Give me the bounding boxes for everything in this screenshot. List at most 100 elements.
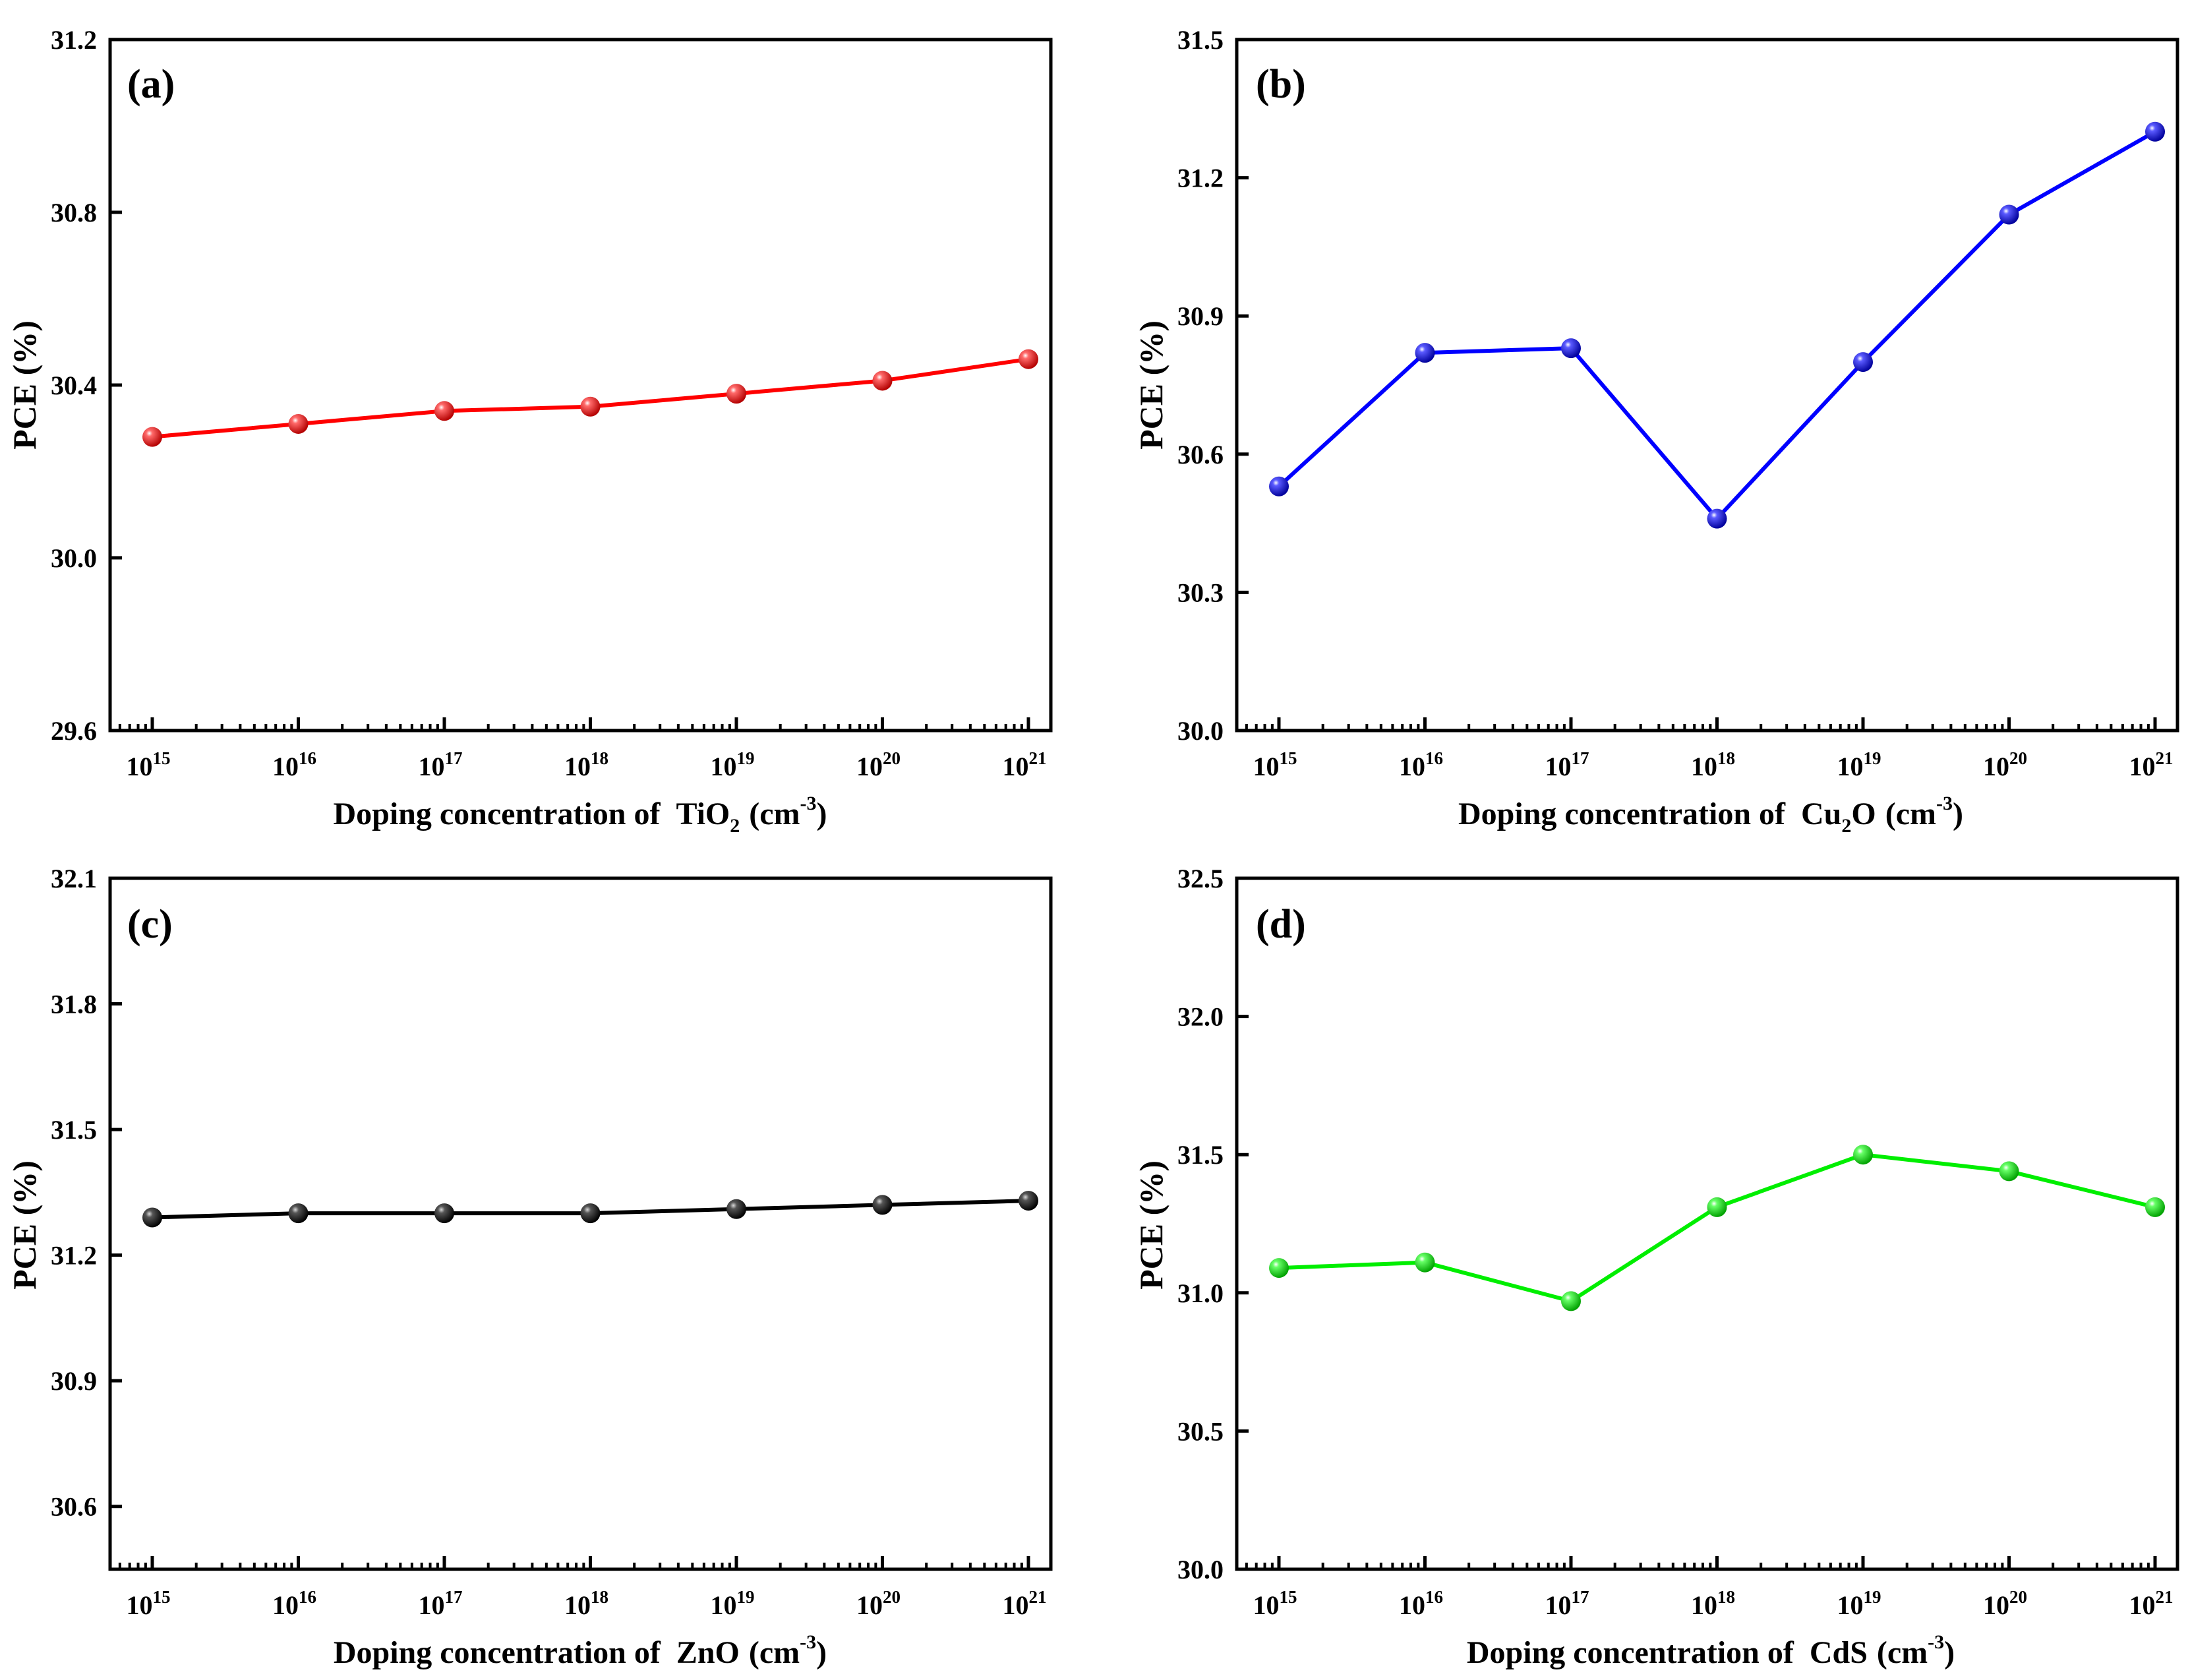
data-point	[1415, 1252, 1435, 1273]
y-tick-label: 30.3	[1177, 578, 1224, 607]
y-ticks: 30.6 30.9 31.2 31.5 31.8 32.1	[51, 864, 122, 1522]
data-point	[580, 1203, 601, 1224]
data-point	[434, 401, 454, 421]
data-point	[434, 1203, 454, 1224]
x-axis-label: Doping concentration of ZnO (cm-3)	[334, 1631, 827, 1670]
y-tick-label: 31.0	[1177, 1278, 1224, 1308]
data-point	[872, 371, 893, 391]
y-tick-label: 30.9	[51, 1366, 97, 1396]
x-ticks: 1015 1016 1017 1018 1019 1020 1021	[127, 1556, 1047, 1620]
data-point	[288, 413, 309, 434]
panel-d: (d) PCE (%) Doping concentration of CdS (c…	[1133, 864, 2179, 1670]
x-tick-label: 1018	[564, 748, 608, 781]
y-tick-label: 32.0	[1177, 1002, 1224, 1032]
series-line	[1278, 1153, 2156, 1304]
x-tick-label: 1020	[856, 1587, 901, 1620]
x-minor-ticks	[1245, 1563, 2150, 1569]
data-point	[2145, 121, 2165, 142]
plot-frame	[108, 876, 1053, 1571]
x-tick-label: 1021	[2129, 1587, 2174, 1620]
y-tick-label: 30.0	[51, 543, 97, 573]
x-tick-label: 1018	[1691, 1587, 1735, 1620]
y-tick-label: 30.0	[1177, 1555, 1224, 1584]
plot-frame	[1235, 876, 2179, 1571]
x-tick-label: 1021	[1003, 1587, 1047, 1620]
x-tick-label: 1019	[711, 748, 755, 781]
x-tick-label: 1021	[1003, 748, 1047, 781]
y-axis-label: PCE (%)	[1133, 320, 1169, 450]
x-tick-label: 1017	[419, 1587, 463, 1620]
data-point	[726, 1199, 746, 1219]
data-point	[1707, 1197, 1727, 1217]
x-tick-label: 1015	[127, 1587, 171, 1620]
data-point	[1707, 508, 1727, 529]
y-tick-label: 31.2	[51, 25, 97, 55]
panel-a: (a) PCE (%) Doping concentration of TiO2(…	[6, 25, 1053, 837]
panel-label: (b)	[1256, 62, 1306, 107]
x-minor-ticks	[118, 1563, 1023, 1569]
panel-label: (d)	[1256, 902, 1306, 947]
data-point	[1853, 352, 1873, 373]
x-tick-label: 1015	[1253, 1587, 1297, 1620]
y-tick-label: 31.5	[51, 1115, 97, 1145]
y-axis-label: PCE (%)	[6, 320, 43, 450]
x-tick-label: 1017	[419, 748, 463, 781]
y-ticks: 30.0 30.3 30.6 30.9 31.2 31.5	[1177, 25, 1249, 746]
y-tick-label: 30.4	[51, 371, 97, 400]
y-tick-label: 30.0	[1177, 716, 1224, 746]
x-tick-label: 1020	[856, 748, 901, 781]
data-series	[1269, 1145, 2165, 1311]
x-axis-label: Doping concentration of Cu2O (cm-3)	[1458, 793, 1963, 837]
data-point	[2145, 1197, 2165, 1217]
data-point	[1999, 204, 2019, 225]
y-tick-label: 30.5	[1177, 1416, 1224, 1446]
y-tick-label: 30.6	[51, 1492, 97, 1522]
y-tick-label: 29.6	[51, 716, 97, 746]
x-tick-label: 1016	[1399, 748, 1443, 781]
y-tick-label: 30.9	[1177, 301, 1224, 331]
x-tick-label: 1020	[1983, 748, 2027, 781]
data-point	[1561, 338, 1581, 359]
panel-label: (c)	[127, 902, 173, 947]
plot-frame	[108, 38, 1053, 733]
data-point	[1269, 1258, 1289, 1278]
x-minor-ticks	[118, 724, 1023, 731]
y-tick-label: 31.5	[1177, 1140, 1224, 1170]
y-tick-label: 31.2	[51, 1241, 97, 1271]
data-point	[580, 396, 601, 417]
x-ticks: 1015 1016 1017 1018 1019 1020 1021	[1253, 717, 2174, 781]
x-tick-label: 1018	[1691, 748, 1735, 781]
data-point	[1019, 1191, 1038, 1211]
y-tick-label: 30.8	[51, 198, 97, 227]
y-ticks: 29.6 30.0 30.4 30.8 31.2	[51, 25, 122, 746]
series-line	[1277, 130, 2156, 521]
x-tick-label: 1017	[1545, 748, 1589, 781]
data-point	[288, 1203, 309, 1224]
panel-c: (c) PCE (%) Doping concentration of ZnO (c…	[6, 864, 1053, 1670]
data-point	[726, 384, 746, 404]
y-tick-label: 32.1	[51, 864, 97, 893]
x-tick-label: 1019	[711, 1587, 755, 1620]
data-point	[1561, 1291, 1581, 1311]
x-ticks: 1015 1016 1017 1018 1019 1020 1021	[1253, 1556, 2174, 1620]
data-series	[1269, 121, 2165, 529]
panel-b: (b) PCE (%) Doping concentration of Cu2O(…	[1133, 25, 2179, 837]
y-tick-label: 31.2	[1177, 164, 1224, 193]
y-tick-label: 30.6	[1177, 440, 1224, 469]
y-tick-label: 32.5	[1177, 864, 1224, 893]
data-point	[142, 1207, 162, 1228]
x-tick-label: 1015	[1253, 748, 1297, 781]
x-tick-label: 1019	[1837, 1587, 1881, 1620]
x-tick-label: 1018	[564, 1587, 608, 1620]
x-minor-ticks	[1245, 724, 2150, 731]
x-tick-label: 1019	[1837, 748, 1881, 781]
data-point	[1853, 1145, 1873, 1165]
y-axis-label: PCE (%)	[6, 1160, 43, 1290]
y-axis-label: PCE (%)	[1133, 1160, 1169, 1290]
data-point	[142, 427, 162, 447]
x-tick-label: 1016	[272, 748, 316, 781]
data-point	[1415, 343, 1435, 363]
x-ticks: 1015 1016 1017 1018 1019 1020 1021	[127, 717, 1047, 781]
y-tick-label: 31.8	[51, 990, 97, 1019]
